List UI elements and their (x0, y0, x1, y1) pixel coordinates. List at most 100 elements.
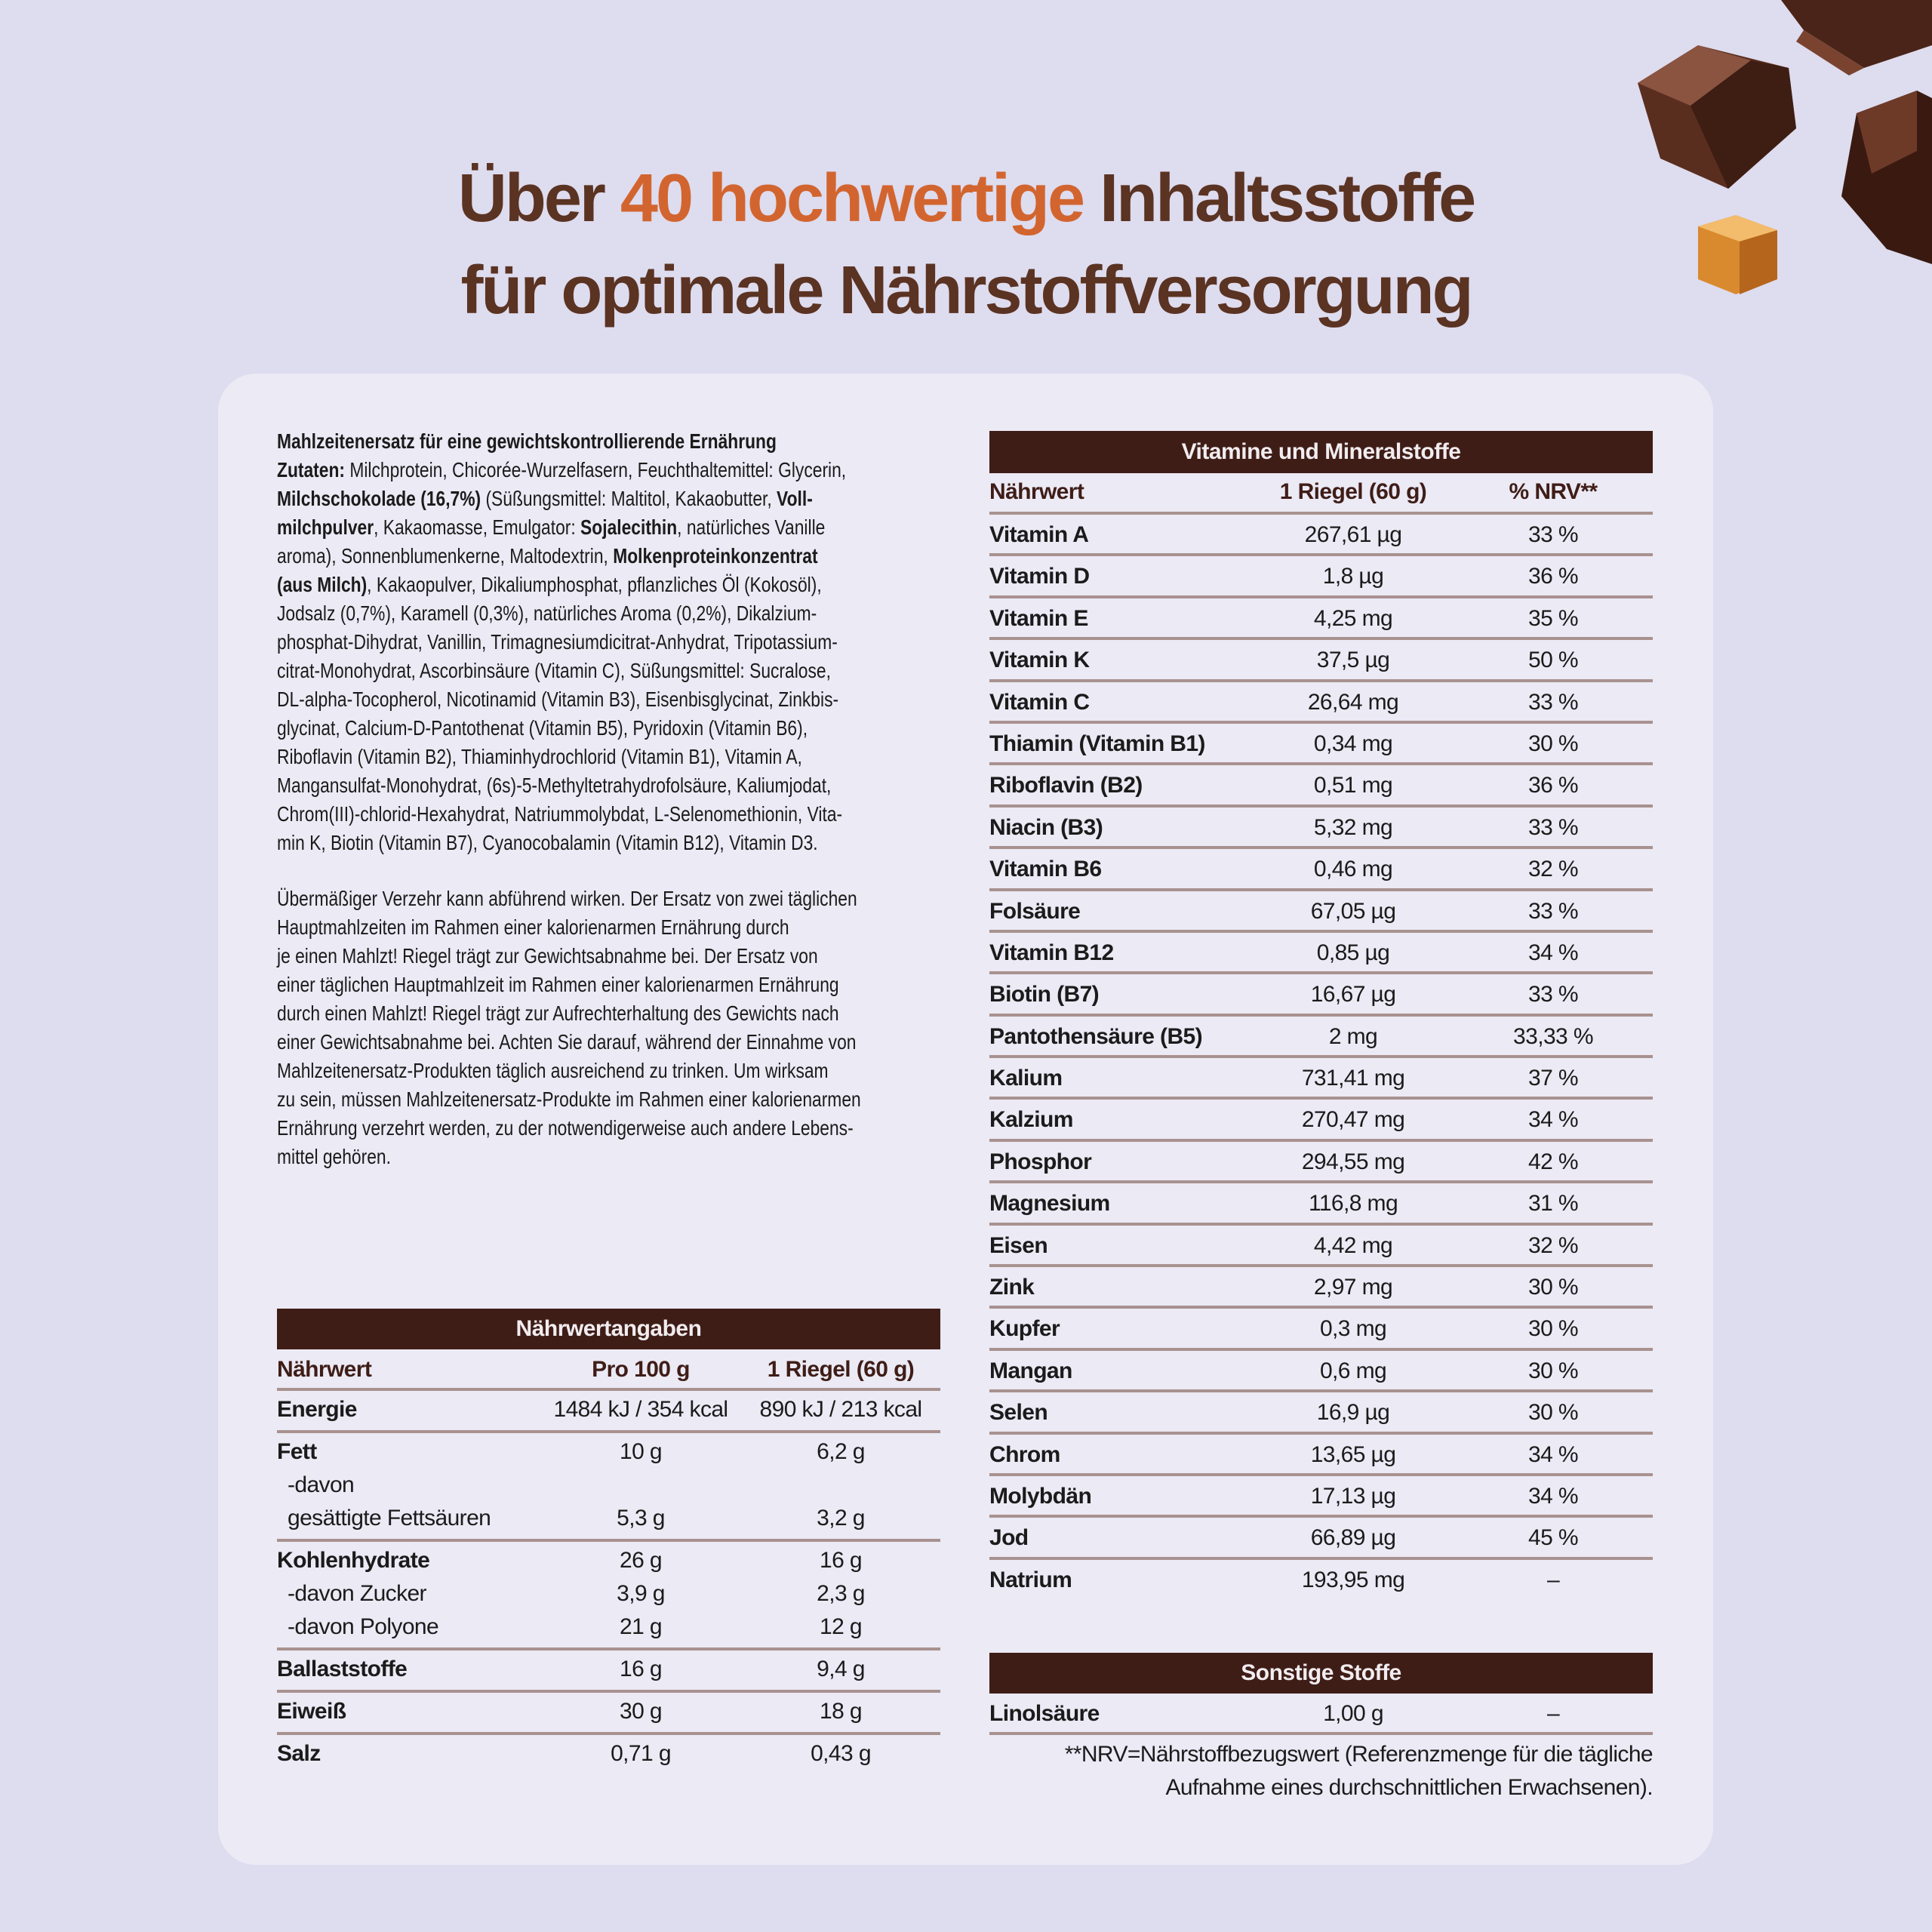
table-row: Thiamin (Vitamin B1) 0,34 mg 30 % (989, 724, 1653, 766)
table-row: Zink 2,97 mg 30 % (989, 1267, 1653, 1309)
row-value: 0,71 g (611, 1741, 671, 1766)
row-label: Niacin (B3) (989, 814, 1103, 840)
warning-line: mittel gehören. (277, 1145, 391, 1168)
row-value: 2 mg (1328, 1023, 1378, 1049)
ingredients-line: Mangansulfat-Monohydrat, (6s)-5-Methylte… (277, 771, 935, 800)
row-value: 4,42 mg (1313, 1232, 1393, 1258)
row-value: 2,97 mg (1313, 1275, 1393, 1300)
table-row: Vitamin E 4,25 mg 35 % (989, 598, 1653, 641)
row-value: 33,33 % (1513, 1023, 1593, 1049)
table-row-group: Eiweiß 30 g 18 g (277, 1693, 940, 1735)
ingredients-segment: DL-alpha-Tocopherol, Nicotinamid (Vitami… (277, 688, 839, 711)
table-row: Phosphor 294,55 mg 42 % (989, 1142, 1653, 1184)
table-row: Pantothensäure (B5) 2 mg 33,33 % (989, 1017, 1653, 1059)
row-value: 42 % (1528, 1149, 1579, 1174)
row-value: 4,25 mg (1313, 605, 1393, 631)
row-value: – (1546, 1567, 1560, 1592)
row-label: Kohlenhydrate (277, 1548, 430, 1573)
row-value: – (1546, 1701, 1560, 1726)
row-value: 0,85 µg (1316, 940, 1390, 965)
ingredients-segment: Molkenproteinkonzentrat (613, 544, 818, 568)
row-label: Riboflavin (B2) (989, 773, 1143, 798)
row-value: 30 g (620, 1699, 663, 1724)
row-value: 21 g (620, 1614, 663, 1639)
ingredients-segment: Voll- (777, 487, 813, 510)
row-value: 0,51 mg (1313, 773, 1393, 798)
row-label: Zink (989, 1275, 1035, 1300)
table-row: Linolsäure 1,00 g – (989, 1694, 1653, 1735)
row-value: 0,6 mg (1319, 1358, 1387, 1383)
row-label: Phosphor (989, 1149, 1092, 1174)
table-row: Chrom 13,65 µg 34 % (989, 1435, 1653, 1476)
ingredients-line: Jodsalz (0,7%), Karamell (0,3%), natürli… (277, 599, 935, 628)
other-substances-table: Sonstige Stoffe Linolsäure 1,00 g – (989, 1653, 1653, 1735)
row-value: 16,67 µg (1310, 982, 1396, 1008)
table-row: Jod 66,89 µg 45 % (989, 1518, 1653, 1560)
row-value: 66,89 µg (1310, 1525, 1396, 1551)
table-header: Vitamine und Mineralstoffe (989, 431, 1653, 473)
row-value: 33 % (1528, 522, 1579, 547)
row-value: Pro 100 g (592, 1357, 690, 1382)
ingredients-text: Mahlzeitenersatz für eine gewichtskontro… (277, 427, 935, 857)
ingredients-segment: , Kakaomasse, Emulgator: (374, 515, 581, 539)
row-label: Vitamin K (989, 648, 1090, 673)
row-value: 36 % (1528, 773, 1579, 798)
row-value: 16,9 µg (1316, 1400, 1390, 1426)
table-row: Vitamin B12 0,85 µg 34 % (989, 933, 1653, 975)
row-value: 26 g (620, 1548, 663, 1573)
row-value: 34 % (1528, 940, 1579, 965)
ingredients-line: DL-alpha-Tocopherol, Nicotinamid (Vitami… (277, 685, 935, 714)
row-label: Jod (989, 1525, 1029, 1551)
row-value: 31 % (1528, 1191, 1579, 1217)
row-label: Selen (989, 1400, 1048, 1426)
footnote-line: Aufnahme eines durchschnittlichen Erwach… (1165, 1775, 1653, 1800)
warning-text: Übermäßiger Verzehr kann abführend wirke… (277, 884, 935, 1171)
row-value: 30 % (1528, 1316, 1579, 1342)
row-value: 16 g (620, 1657, 663, 1681)
row-value: 270,47 mg (1301, 1107, 1405, 1133)
row-value: 6,2 g (817, 1439, 865, 1464)
ingredients-line: milchpulver, Kakaomasse, Emulgator: Soja… (277, 513, 935, 542)
warning-line: einer Gewichtsabnahme bei. Achten Sie da… (277, 1030, 857, 1054)
table-row: Eisen 4,42 mg 32 % (989, 1226, 1653, 1268)
ingredients-line: glycinat, Calcium-D-Pantothenat (Vitamin… (277, 714, 935, 743)
row-value: 13,65 µg (1310, 1441, 1396, 1467)
row-value: 35 % (1528, 605, 1579, 631)
row-label: Kalium (989, 1066, 1063, 1091)
ingredients-segment: milchpulver (277, 515, 374, 539)
row-label: Pantothensäure (B5) (989, 1023, 1203, 1049)
table-row: Vitamin K 37,5 µg 50 % (989, 640, 1653, 682)
row-value: 33 % (1528, 689, 1579, 715)
row-label: Vitamin E (989, 605, 1088, 631)
row-label: gesättigte Fettsäuren (288, 1506, 491, 1531)
table-row: Folsäure 67,05 µg 33 % (989, 891, 1653, 933)
row-value: 26,64 mg (1307, 689, 1399, 715)
ingredients-line: min K, Biotin (Vitamin B7), Cyanocobalam… (277, 829, 935, 857)
table-row: Riboflavin (B2) 0,51 mg 36 % (989, 765, 1653, 808)
table-row-group: Fett 10 g 6,2 g -davon gesättigte Fettsäuren… (277, 1433, 940, 1542)
table-row: Selen 16,9 µg 30 % (989, 1392, 1653, 1435)
row-value: % NRV** (1509, 479, 1598, 504)
chocolate-piece-icon (1781, 0, 1932, 68)
row-label: Kalzium (989, 1107, 1073, 1133)
ingredients-line: (aus Milch), Kakaopulver, Dikaliumphosph… (277, 571, 935, 599)
row-value: 1,8 µg (1322, 564, 1384, 589)
warning-line: zu sein, müssen Mahlzeitenersatz-Produkt… (277, 1088, 861, 1111)
ingredients-segment: Chrom(III)-chlorid-Hexahydrat, Natriummo… (277, 802, 843, 826)
table-header: Sonstige Stoffe (989, 1653, 1653, 1694)
ingredients-line: Milchschokolade (16,7%) (Süßungsmittel: … (277, 485, 935, 513)
ingredients-line: Mahlzeitenersatz für eine gewichtskontro… (277, 427, 935, 456)
table-row: Kupfer 0,3 mg 30 % (989, 1309, 1653, 1351)
column-header-row: Nährwert Pro 100 g 1 Riegel (60 g) (277, 1349, 940, 1391)
ingredients-segment: , Kakaopulver, Dikaliumphosphat, pflanzl… (367, 573, 822, 596)
row-label: -davon Polyone (288, 1614, 439, 1639)
row-label: -davon Zucker (288, 1581, 427, 1606)
row-value: 267,61 µg (1304, 522, 1402, 547)
table-row-group: Salz 0,71 g 0,43 g (277, 1735, 940, 1774)
warning-line: Mahlzeitenersatz-Produkten täglich ausre… (277, 1059, 829, 1082)
row-value: 34 % (1528, 1441, 1579, 1467)
row-label: Salz (277, 1741, 321, 1766)
warning-line: Ernährung verzehrt werden, zu der notwen… (277, 1116, 854, 1140)
row-value: 0,34 mg (1313, 731, 1393, 756)
row-label: Folsäure (989, 898, 1081, 924)
